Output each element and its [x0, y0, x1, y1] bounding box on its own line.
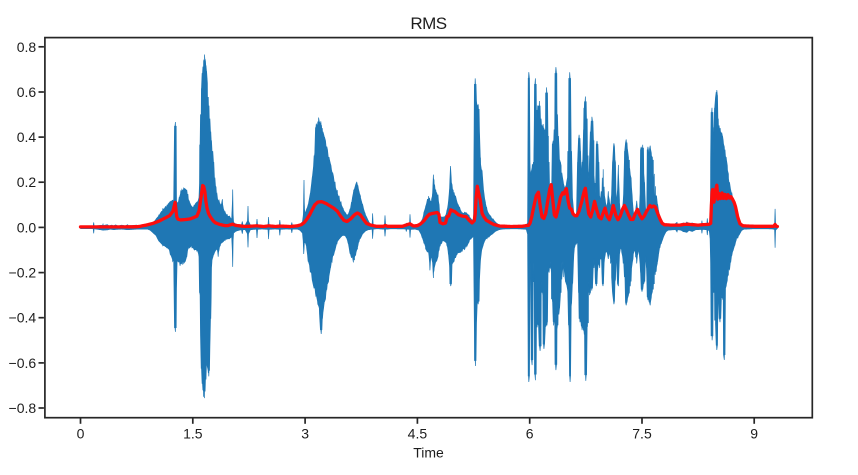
svg-text:−0.2: −0.2 — [9, 265, 37, 281]
svg-text:4.5: 4.5 — [408, 426, 428, 442]
svg-text:−0.6: −0.6 — [9, 355, 37, 371]
svg-text:Time: Time — [413, 444, 444, 460]
svg-text:−0.8: −0.8 — [9, 400, 37, 416]
svg-text:1.5: 1.5 — [183, 426, 203, 442]
svg-text:0.8: 0.8 — [17, 39, 37, 55]
svg-text:0.6: 0.6 — [17, 84, 37, 100]
svg-text:−0.4: −0.4 — [9, 310, 37, 326]
svg-text:0.2: 0.2 — [17, 174, 37, 190]
svg-text:0.0: 0.0 — [17, 219, 37, 235]
svg-text:3: 3 — [301, 426, 309, 442]
svg-text:6: 6 — [526, 426, 534, 442]
svg-text:7.5: 7.5 — [632, 426, 652, 442]
svg-text:9: 9 — [750, 426, 758, 442]
svg-text:RMS: RMS — [410, 14, 446, 33]
svg-text:0.4: 0.4 — [17, 129, 37, 145]
svg-text:0: 0 — [77, 426, 85, 442]
